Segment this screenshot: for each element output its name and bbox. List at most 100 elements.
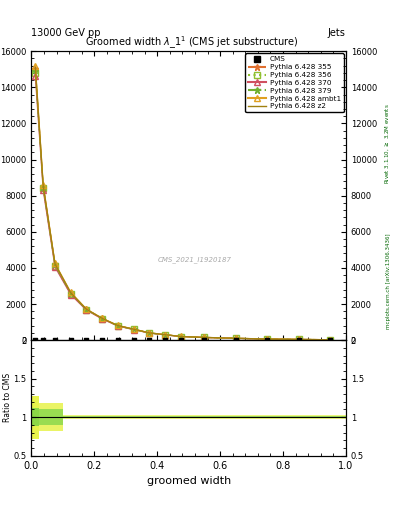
Text: mcplots.cern.ch [arXiv:1306.3436]: mcplots.cern.ch [arXiv:1306.3436] xyxy=(386,234,391,329)
Pythia 6.428 370 xyxy=(41,187,46,194)
Pythia 6.428 ambt1 xyxy=(163,332,167,338)
Pythia 6.428 356 xyxy=(233,335,238,342)
CMS xyxy=(83,336,90,344)
Pythia 6.428 ambt1 xyxy=(33,62,38,69)
CMS xyxy=(40,336,46,344)
Pythia 6.428 ambt1 xyxy=(147,330,152,336)
Pythia 6.428 z2 xyxy=(84,306,89,312)
CMS xyxy=(264,336,270,344)
Pythia 6.428 370 xyxy=(296,336,301,343)
CMS xyxy=(327,336,333,344)
Pythia 6.428 356 xyxy=(131,326,136,332)
Pythia 6.428 379 xyxy=(33,68,38,74)
Pythia 6.428 379 xyxy=(84,307,89,313)
Pythia 6.428 355 xyxy=(41,184,46,190)
Pythia 6.428 ambt1 xyxy=(233,335,238,342)
Pythia 6.428 ambt1 xyxy=(41,182,46,188)
Line: Pythia 6.428 370: Pythia 6.428 370 xyxy=(33,74,333,343)
Pythia 6.428 356 xyxy=(328,337,332,343)
Pythia 6.428 z2 xyxy=(131,326,136,332)
CMS xyxy=(233,336,239,344)
Pythia 6.428 370 xyxy=(163,332,167,338)
Pythia 6.428 355 xyxy=(100,315,105,322)
Pythia 6.428 370 xyxy=(53,264,57,270)
Pythia 6.428 356 xyxy=(68,291,73,297)
Pythia 6.428 370 xyxy=(131,327,136,333)
Pythia 6.428 356 xyxy=(265,336,270,342)
CMS xyxy=(162,336,168,344)
Pythia 6.428 z2 xyxy=(33,65,38,71)
Pythia 6.428 370 xyxy=(178,333,183,339)
X-axis label: groomed width: groomed width xyxy=(147,476,231,486)
Pythia 6.428 355 xyxy=(202,334,207,340)
Pythia 6.428 z2 xyxy=(116,323,120,329)
Pythia 6.428 370 xyxy=(147,330,152,336)
Pythia 6.428 370 xyxy=(116,323,120,329)
Pythia 6.428 z2 xyxy=(202,334,207,340)
Pythia 6.428 356 xyxy=(116,323,120,329)
Pythia 6.428 z2 xyxy=(328,337,332,343)
Pythia 6.428 370 xyxy=(233,335,238,342)
Pythia 6.428 370 xyxy=(33,73,38,79)
Pythia 6.428 356 xyxy=(100,315,105,322)
Pythia 6.428 379 xyxy=(100,315,105,322)
CMS xyxy=(178,336,184,344)
Pythia 6.428 356 xyxy=(202,334,207,340)
Text: CMS_2021_I1920187: CMS_2021_I1920187 xyxy=(158,256,232,263)
Pythia 6.428 355 xyxy=(131,326,136,332)
Pythia 6.428 355 xyxy=(84,306,89,312)
Pythia 6.428 356 xyxy=(163,332,167,338)
CMS xyxy=(32,336,39,344)
Pythia 6.428 ambt1 xyxy=(178,333,183,339)
Pythia 6.428 379 xyxy=(296,336,301,343)
Pythia 6.428 ambt1 xyxy=(100,315,105,322)
Pythia 6.428 379 xyxy=(147,330,152,336)
Line: Pythia 6.428 356: Pythia 6.428 356 xyxy=(33,70,333,343)
Pythia 6.428 379 xyxy=(116,323,120,329)
Pythia 6.428 355 xyxy=(233,335,238,342)
CMS xyxy=(201,336,208,344)
Pythia 6.428 ambt1 xyxy=(202,334,207,340)
Pythia 6.428 356 xyxy=(178,333,183,339)
Pythia 6.428 z2 xyxy=(178,333,183,339)
Pythia 6.428 355 xyxy=(33,66,38,72)
Pythia 6.428 ambt1 xyxy=(116,323,120,329)
Pythia 6.428 370 xyxy=(328,337,332,343)
Pythia 6.428 z2 xyxy=(265,336,270,342)
Pythia 6.428 355 xyxy=(265,336,270,342)
CMS xyxy=(296,336,302,344)
Pythia 6.428 356 xyxy=(53,263,57,269)
Pythia 6.428 356 xyxy=(33,70,38,76)
Pythia 6.428 355 xyxy=(68,290,73,296)
CMS xyxy=(99,336,105,344)
Pythia 6.428 z2 xyxy=(100,315,105,322)
Pythia 6.428 356 xyxy=(147,330,152,336)
Pythia 6.428 370 xyxy=(68,291,73,297)
Pythia 6.428 379 xyxy=(233,335,238,342)
Pythia 6.428 379 xyxy=(265,336,270,342)
Pythia 6.428 379 xyxy=(178,333,183,339)
Pythia 6.428 355 xyxy=(178,333,183,339)
Pythia 6.428 355 xyxy=(147,330,152,336)
Line: Pythia 6.428 ambt1: Pythia 6.428 ambt1 xyxy=(33,63,333,343)
Pythia 6.428 379 xyxy=(41,184,46,190)
CMS xyxy=(146,336,152,344)
Pythia 6.428 356 xyxy=(41,185,46,191)
Pythia 6.428 z2 xyxy=(68,290,73,296)
Pythia 6.428 z2 xyxy=(147,330,152,336)
Text: Jets: Jets xyxy=(328,28,346,38)
Pythia 6.428 379 xyxy=(163,332,167,338)
Pythia 6.428 z2 xyxy=(233,335,238,342)
CMS xyxy=(115,336,121,344)
Pythia 6.428 355 xyxy=(328,337,332,343)
Pythia 6.428 ambt1 xyxy=(84,306,89,312)
Pythia 6.428 ambt1 xyxy=(265,336,270,342)
Pythia 6.428 ambt1 xyxy=(53,260,57,266)
Text: 13000 GeV pp: 13000 GeV pp xyxy=(31,28,101,38)
Pythia 6.428 370 xyxy=(84,307,89,313)
Pythia 6.428 356 xyxy=(84,307,89,313)
Pythia 6.428 355 xyxy=(296,336,301,343)
Pythia 6.428 ambt1 xyxy=(68,289,73,295)
Pythia 6.428 ambt1 xyxy=(131,326,136,332)
Pythia 6.428 379 xyxy=(53,262,57,268)
